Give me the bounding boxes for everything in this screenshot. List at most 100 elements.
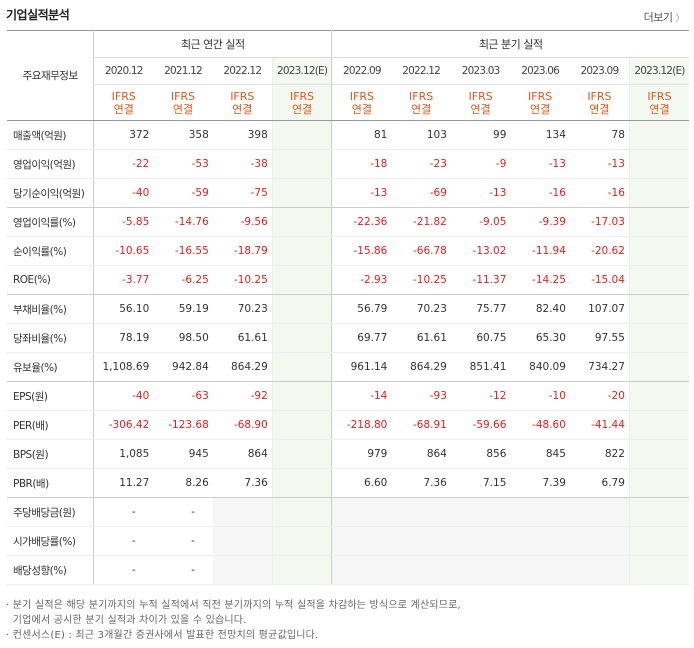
accounting-standard-header: IFRS 연결 [271,84,332,121]
data-cell [628,120,689,150]
data-cell: -13 [450,178,511,208]
table-row: 당기순이익(억원) -40 -59 -75 -13 -69 -13 -16 -16 [7,178,689,208]
row-label: BPS(원) [7,439,94,469]
data-cell: 69.77 [331,323,392,353]
table-row: 주당배당금(원) - - [7,497,689,527]
table-row: 순이익률(%) -10.65 -16.55 -18.79 -15.86 -66.78 -13… [7,236,689,266]
data-cell [271,149,332,179]
data-cell: 78 [569,120,630,150]
data-cell: 56.79 [331,294,392,324]
consolidated-label: 연결 [470,102,491,116]
consolidated-label: 연결 [530,102,551,116]
data-cell: -10.25 [391,265,451,295]
row-label: 당기순이익(억원) [7,178,94,208]
data-cell [271,294,332,324]
data-cell [628,265,689,295]
data-cell: -75 [212,178,273,208]
data-cell: 65.30 [510,323,570,353]
row-label: PBR(배) [7,468,94,498]
data-cell: 864.29 [212,352,273,382]
data-cell: -12 [450,381,511,411]
data-cell: -15.86 [331,236,392,266]
row-label: 영업이익률(%) [7,207,94,237]
data-cell [271,178,332,208]
period-header: 2023.06 [510,57,570,85]
data-cell [331,526,392,556]
data-cell [271,497,332,527]
accounting-standard-header: IFRS 연결 [93,84,154,121]
table-row: BPS(원) 1,085 945 864 979 864 856 845 822 [7,439,689,469]
data-cell: -14.76 [153,207,213,237]
ifrs-label: IFRS [111,89,136,103]
data-cell [212,526,273,556]
data-cell: 134 [510,120,570,150]
data-cell [628,207,689,237]
data-cell: -16 [569,178,630,208]
row-label: 영업이익(억원) [7,149,94,179]
data-cell: -68.91 [391,410,451,440]
data-cell: -48.60 [510,410,570,440]
data-cell [628,294,689,324]
data-cell: 372 [93,120,154,150]
data-cell: 1,085 [93,439,154,469]
data-cell: -9.05 [450,207,511,237]
data-cell [628,410,689,440]
data-cell: -10 [510,381,570,411]
accounting-standard-header: IFRS 연결 [153,84,213,121]
data-cell: -5.85 [93,207,154,237]
data-cell: 98.50 [153,323,213,353]
data-cell: -11.94 [510,236,570,266]
data-cell: 822 [569,439,630,469]
data-cell: -22 [93,149,154,179]
data-cell: 11.27 [93,468,154,498]
data-cell: 61.61 [391,323,451,353]
consolidated-label: 연결 [172,102,194,116]
accounting-standard-header: IFRS 연결 [628,84,689,121]
data-cell: 81 [331,120,392,150]
row-label: 주당배당금(원) [7,497,94,527]
table-row: 영업이익률(%) -5.85 -14.76 -9.56 -22.36 -21.82 -9.0… [7,207,689,237]
period-header: 2020.12 [93,57,154,85]
data-cell: 979 [331,439,392,469]
more-link[interactable]: 더보기 〉 [643,9,685,25]
data-cell: 864 [212,439,273,469]
data-cell [331,497,392,527]
ifrs-label: IFRS [289,89,315,103]
data-cell [212,555,273,585]
data-cell: - [153,555,213,585]
quarter-group-header: 최근 분기 실적 [331,30,689,58]
section-title: 기업실적분석 [6,8,70,22]
data-cell: 70.23 [391,294,451,324]
data-cell [271,526,332,556]
ifrs-label: IFRS [409,89,434,103]
data-cell: 103 [391,120,451,150]
data-cell: -123.68 [153,410,213,440]
data-cell: - [93,526,154,556]
data-cell: 82.40 [510,294,570,324]
data-cell [569,555,630,585]
consolidated-label: 연결 [351,102,372,116]
data-cell [628,526,689,556]
data-cell [628,178,689,208]
data-cell: -6.25 [153,265,213,295]
data-cell: 7.36 [212,468,273,498]
data-cell: 7.39 [510,468,570,498]
ifrs-label: IFRS [230,89,255,103]
footnote-line: · 컨센서스(E) : 최근 3개월간 증권사에서 발표한 전망치의 평균값입니… [6,630,319,641]
data-cell: 864.29 [391,352,451,382]
row-label: ROE(%) [7,265,94,295]
data-cell [628,468,689,498]
ifrs-label: IFRS [349,89,374,103]
consolidated-label: 연결 [232,102,253,116]
data-cell: -20.62 [569,236,630,266]
data-cell [271,439,332,469]
more-link-label[interactable]: 더보기 [643,11,673,24]
data-cell: -38 [212,149,273,179]
data-cell: 856 [450,439,511,469]
data-cell [510,555,570,585]
period-header: 2023.12(E) [628,57,689,85]
data-cell [331,555,392,585]
data-cell: 6.79 [569,468,630,498]
data-cell [628,497,689,527]
consolidated-label: 연결 [649,102,670,116]
